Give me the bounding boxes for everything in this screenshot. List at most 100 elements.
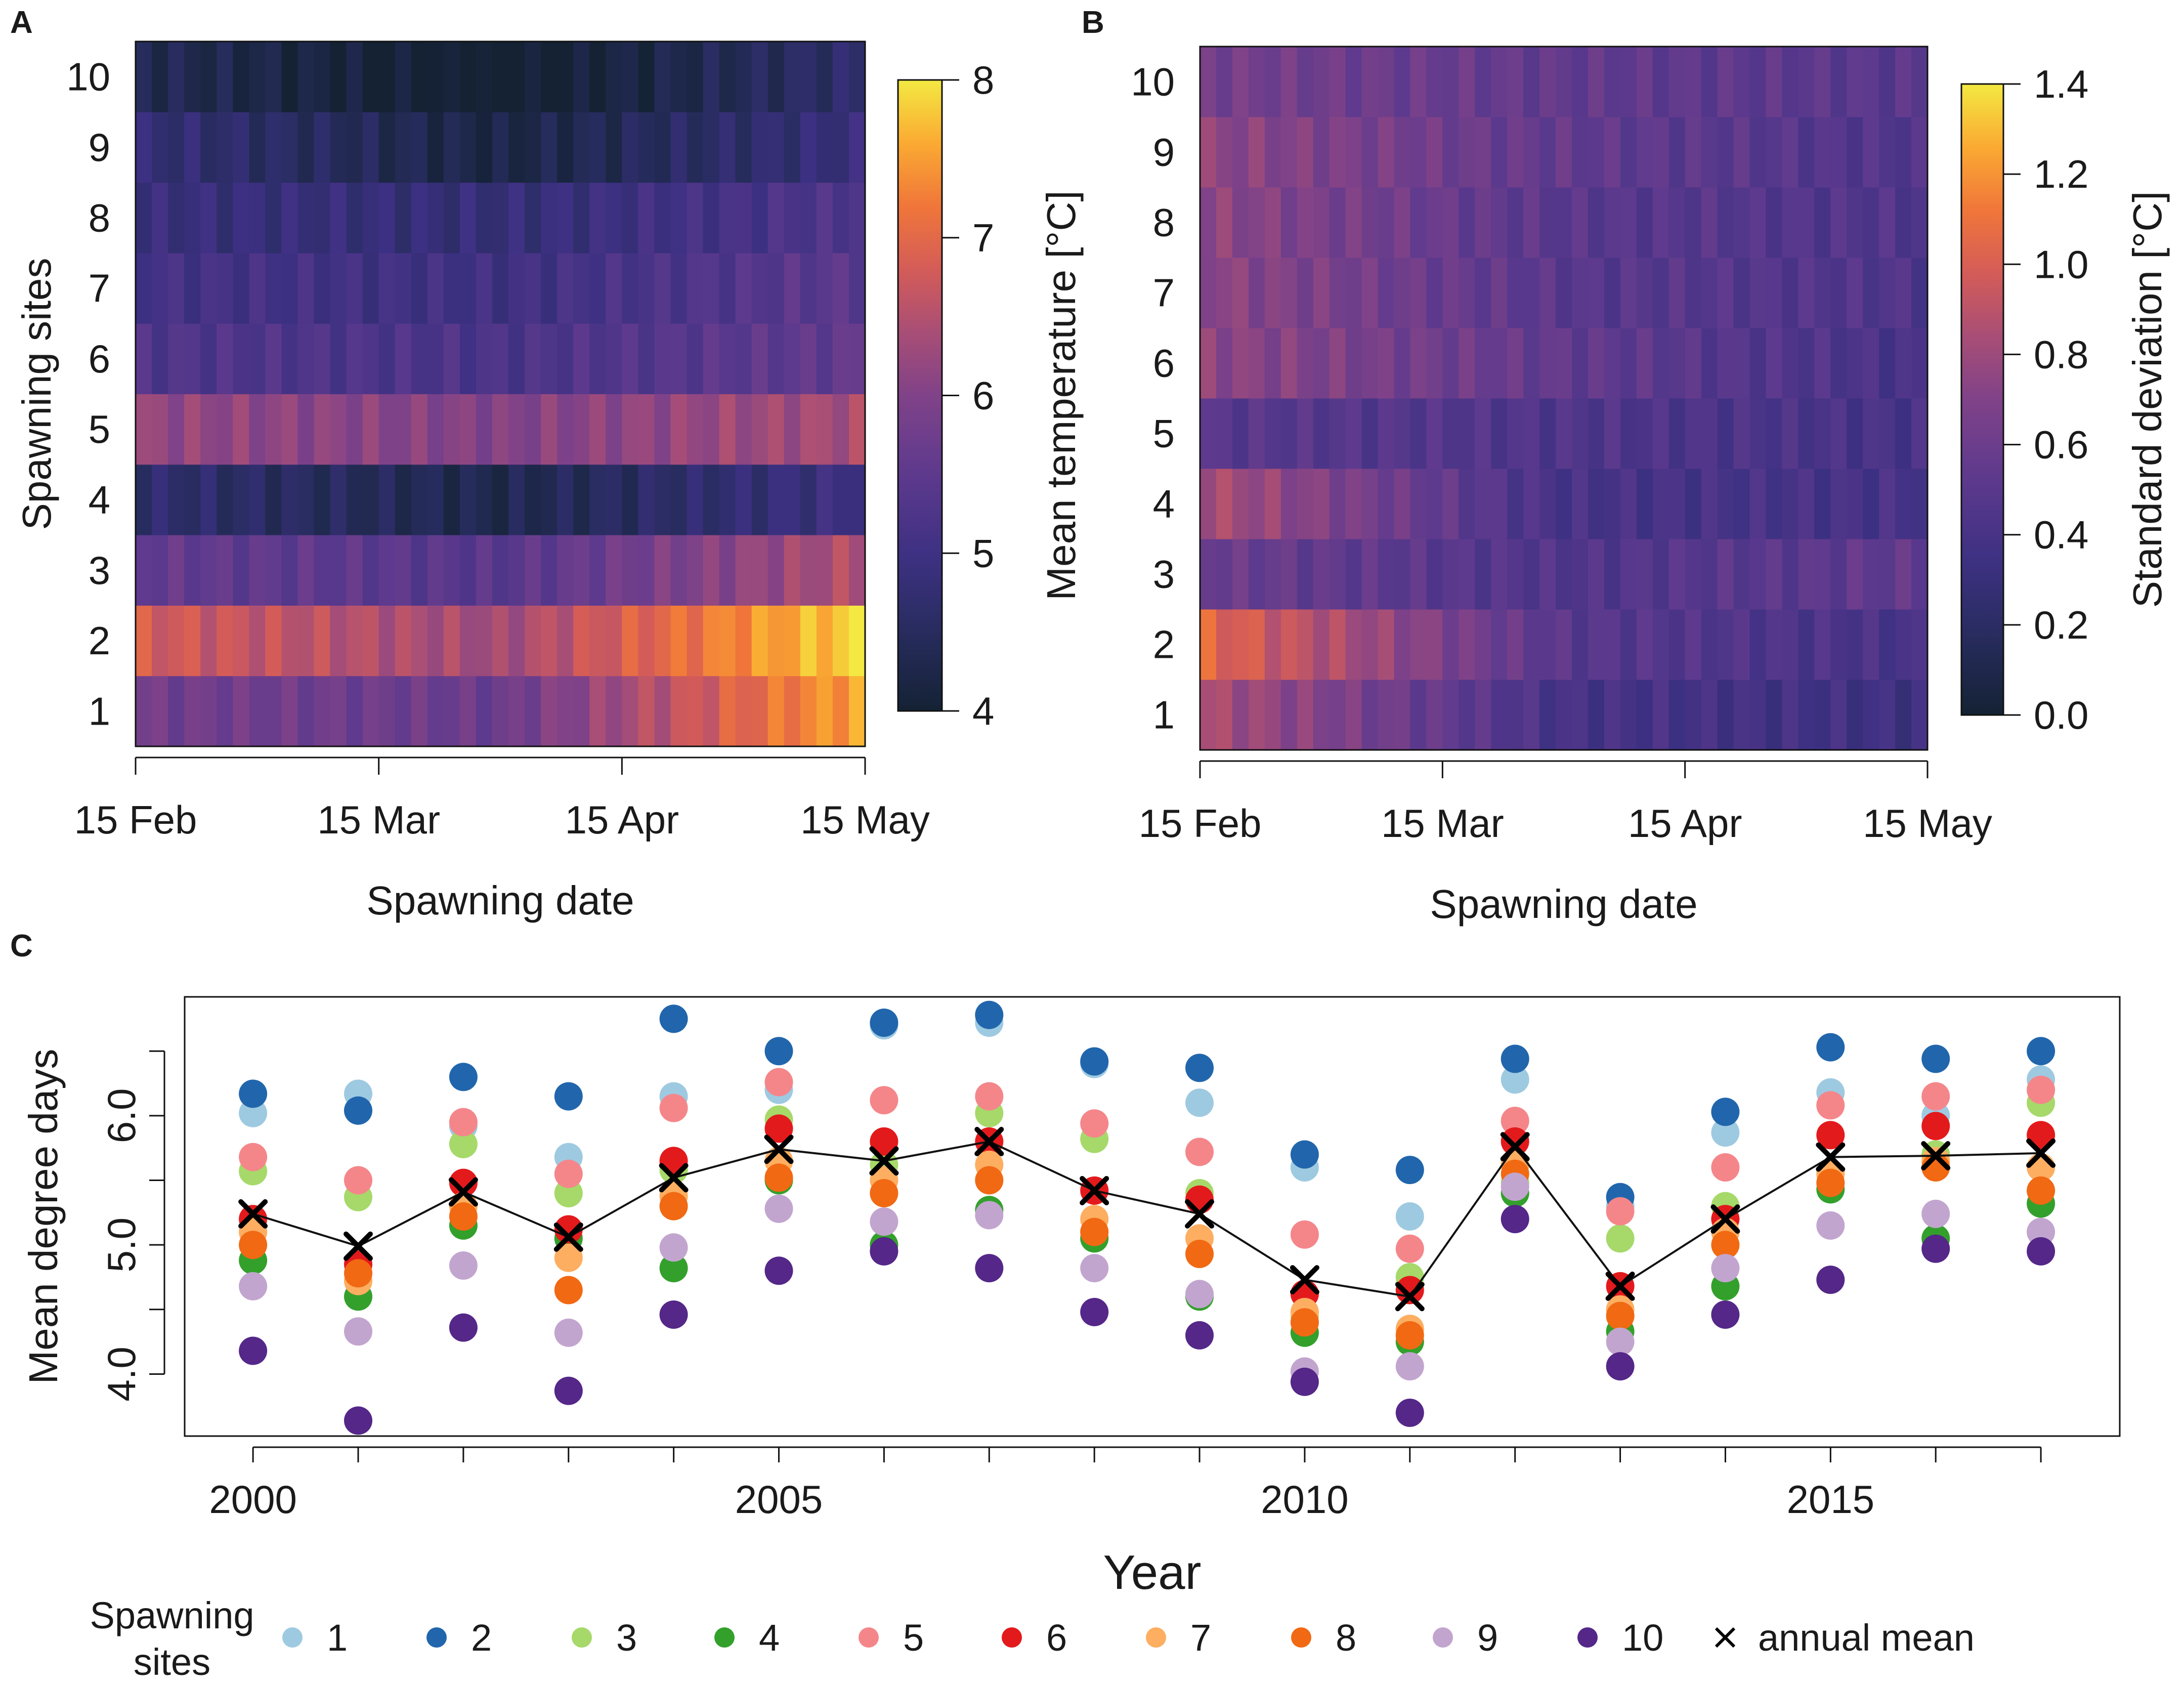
- heatmap-cell-site-3: [1410, 539, 1427, 610]
- heatmap-cell-site-7: [411, 253, 428, 324]
- heatmap-cell-site-1: [1426, 680, 1443, 750]
- heatmap-cell-site-4: [751, 464, 768, 535]
- y-axis-title: Mean degree days: [21, 1049, 66, 1384]
- heatmap-cell-site-5: [1410, 398, 1427, 469]
- point-site-2: [1080, 1047, 1109, 1076]
- heatmap-cell-site-1: [1620, 680, 1637, 750]
- heatmap-cell-site-7: [459, 253, 477, 324]
- heatmap-cell-site-8: [1378, 187, 1395, 258]
- heatmap-cell-site-1: [346, 676, 363, 747]
- heatmap-cell-site-1: [297, 676, 315, 747]
- heatmap-cell-site-5: [1313, 398, 1330, 469]
- heatmap-cell-site-7: [1297, 258, 1314, 328]
- heatmap-cell-site-3: [249, 535, 266, 606]
- heatmap-cell-site-4: [703, 464, 720, 535]
- point-site-5: [2027, 1075, 2055, 1104]
- heatmap-cell-site-10: [735, 41, 752, 112]
- heatmap-cell-site-9: [1863, 117, 1880, 188]
- heatmap-cell-site-1: [703, 676, 720, 747]
- heatmap-cell-site-7: [314, 253, 331, 324]
- legend-label-site: 4: [759, 1617, 780, 1659]
- annual-mean-marker: [659, 1163, 689, 1193]
- annual-mean-marker: [1710, 1204, 1740, 1234]
- heatmap-cell-site-6: [1879, 328, 1896, 399]
- heatmap-cell-site-4: [606, 464, 623, 535]
- point-site-9: [1395, 1352, 1424, 1381]
- heatmap-cell-site-7: [735, 253, 752, 324]
- heatmap-cell-site-4: [1652, 469, 1669, 539]
- heatmap-cell-site-4: [1830, 469, 1848, 539]
- heatmap-cell-site-9: [1814, 117, 1831, 188]
- heatmap-cell-site-6: [1733, 328, 1750, 399]
- heatmap-cell-site-10: [1814, 47, 1831, 117]
- heatmap-cell-site-3: [1814, 539, 1831, 610]
- heatmap-cell-site-4: [1782, 469, 1799, 539]
- heatmap-cell-site-8: [184, 182, 201, 254]
- heatmap-cell-site-1: [233, 676, 250, 747]
- heatmap-cell-site-9: [1749, 117, 1767, 188]
- heatmap-cell-site-6: [1830, 328, 1848, 399]
- point-site-9: [975, 1201, 1004, 1230]
- heatmap-cell-site-8: [541, 182, 558, 254]
- heatmap-cell-site-10: [314, 41, 331, 112]
- heatmap-cell-site-5: [589, 394, 607, 465]
- heatmap-cell-site-1: [1668, 680, 1686, 750]
- heatmap-cell-site-10: [168, 41, 185, 112]
- point-site-5: [1816, 1091, 1845, 1120]
- heatmap-cell-site-2: [427, 605, 444, 677]
- heatmap-cell-site-6: [751, 323, 768, 394]
- heatmap-cell-site-4: [1491, 469, 1508, 539]
- point-site-2: [764, 1037, 793, 1066]
- heatmap-cell-site-5: [1847, 398, 1864, 469]
- heatmap-cell-site-4: [525, 464, 542, 535]
- heatmap-cell-site-7: [330, 253, 347, 324]
- point-site-10: [1080, 1297, 1109, 1326]
- heatmap-cell-site-1: [152, 676, 169, 747]
- heatmap-cell-site-4: [1232, 469, 1250, 539]
- heatmap-cell-site-2: [1345, 609, 1362, 680]
- heatmap-cell-site-2: [1636, 609, 1653, 680]
- heatmap-cell-site-8: [1814, 187, 1831, 258]
- heatmap-cell-site-3: [1733, 539, 1750, 610]
- heatmap-cell-site-5: [1426, 398, 1443, 469]
- heatmap-cell-site-6: [1507, 328, 1524, 399]
- heatmap-cell-site-6: [1668, 328, 1686, 399]
- heatmap-cell-site-6: [1717, 328, 1734, 399]
- heatmap-cell-site-3: [1685, 539, 1702, 610]
- heatmap-cell-site-10: [1378, 47, 1395, 117]
- heatmap-cell-site-8: [606, 182, 623, 254]
- heatmap-cell-site-7: [1539, 258, 1557, 328]
- annual-mean-marker: [1605, 1271, 1635, 1301]
- heatmap-cell-site-8: [622, 182, 639, 254]
- heatmap-cell-site-10: [1717, 47, 1734, 117]
- panel-letter-c: C: [10, 929, 33, 963]
- heatmap-cell-site-7: [1814, 258, 1831, 328]
- colorbar-title: Standard deviation [°C]: [2125, 191, 2170, 608]
- heatmap-cell-site-10: [832, 41, 850, 112]
- heatmap-cell-site-4: [508, 464, 526, 535]
- heatmap-cell-site-8: [1200, 187, 1217, 258]
- heatmap-cell-site-3: [703, 535, 720, 606]
- heatmap-cell-site-10: [1830, 47, 1848, 117]
- heatmap-cell-site-9: [1766, 117, 1783, 188]
- heatmap-cell-site-5: [1475, 398, 1492, 469]
- point-site-2: [2027, 1037, 2055, 1066]
- heatmap-cell-site-8: [330, 182, 347, 254]
- heatmap-cell-site-7: [200, 253, 218, 324]
- heatmap-cell-site-8: [200, 182, 218, 254]
- heatmap-cell-site-8: [411, 182, 428, 254]
- heatmap-cell-site-6: [314, 323, 331, 394]
- point-site-6: [449, 1168, 478, 1197]
- heatmap-cell-site-9: [1216, 117, 1233, 188]
- heatmap-cell-site-8: [1863, 187, 1880, 258]
- heatmap-cell-site-9: [152, 112, 169, 183]
- heatmap-cell-site-7: [1507, 258, 1524, 328]
- heatmap-cell-site-9: [751, 112, 768, 183]
- heatmap-cell-site-5: [1636, 398, 1653, 469]
- heatmap-cell-site-4: [849, 464, 866, 535]
- heatmap-cell-site-1: [362, 676, 379, 747]
- heatmap-cell-site-8: [1507, 187, 1524, 258]
- heatmap-cell-site-5: [346, 394, 363, 465]
- heatmap-cell-site-3: [1863, 539, 1880, 610]
- heatmap-cell-site-3: [622, 535, 639, 606]
